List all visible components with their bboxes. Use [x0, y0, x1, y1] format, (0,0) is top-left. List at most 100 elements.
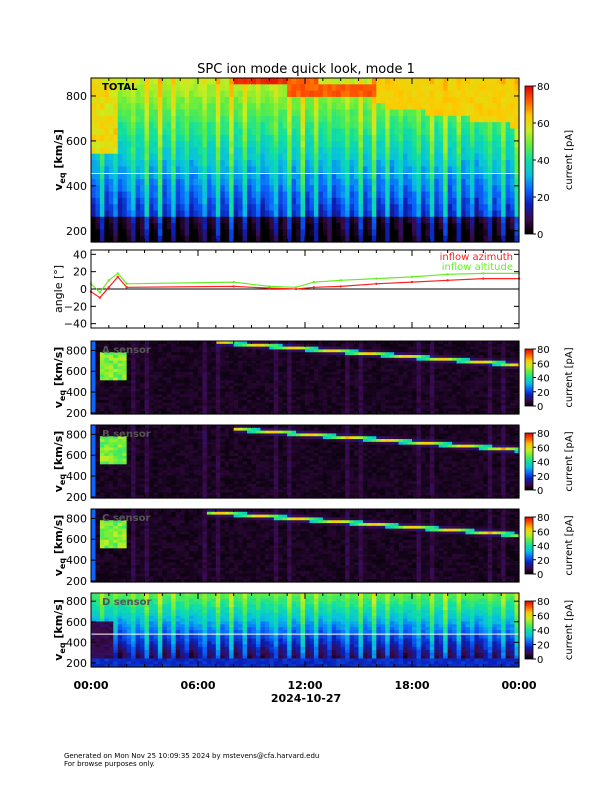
total-cell	[180, 78, 185, 85]
total-cell	[350, 185, 355, 192]
total-cell	[399, 91, 404, 98]
total-cell	[305, 84, 310, 91]
total-cell	[127, 185, 132, 192]
total-cell	[180, 192, 185, 199]
total-cell	[189, 147, 194, 154]
total-cell	[247, 135, 252, 142]
total-cell	[345, 103, 350, 110]
total-cell	[488, 78, 493, 85]
total-cell	[332, 198, 337, 205]
total-cell	[434, 147, 439, 154]
total-cell	[136, 103, 141, 110]
total-cell	[403, 185, 408, 192]
total-cell	[278, 128, 283, 135]
total-cell	[336, 166, 341, 173]
total-cell	[430, 103, 435, 110]
total-cell	[127, 204, 132, 211]
total-cell	[390, 166, 395, 173]
total-cell	[113, 147, 118, 154]
total-cell	[185, 204, 190, 211]
total-cell	[91, 116, 96, 123]
total-cell	[416, 198, 421, 205]
total-cell	[140, 110, 145, 117]
total-cell	[153, 78, 158, 85]
total-cell	[283, 147, 288, 154]
total-cell	[278, 91, 283, 98]
total-cell	[95, 84, 100, 91]
total-cell	[332, 192, 337, 199]
total-cell	[194, 91, 199, 98]
total-cell	[274, 91, 279, 98]
total-cell	[91, 110, 96, 117]
total-cell	[238, 198, 243, 205]
total-cell	[127, 103, 132, 110]
total-cell	[189, 91, 194, 98]
total-cell	[332, 97, 337, 104]
total-cell	[501, 91, 506, 98]
total-cell	[225, 147, 230, 154]
total-cell	[350, 135, 355, 142]
total-cell	[408, 179, 413, 186]
total-cell	[131, 185, 136, 192]
total-cell	[461, 223, 466, 230]
total-cell	[171, 147, 176, 154]
total-cell	[256, 198, 261, 205]
total-cell	[452, 223, 457, 230]
total-cell	[359, 185, 364, 192]
total-cell	[198, 204, 203, 211]
total-cell	[439, 160, 444, 167]
total-cell	[443, 154, 448, 161]
total-cell	[323, 91, 328, 98]
total-cell	[403, 198, 408, 205]
total-cell	[497, 128, 502, 135]
total-cell	[100, 160, 105, 167]
angles-point-azimuth	[108, 286, 110, 288]
total-cell	[234, 154, 239, 161]
total-cell	[430, 116, 435, 123]
total-cell	[109, 116, 114, 123]
total-cell	[390, 128, 395, 135]
total-cell	[301, 166, 306, 173]
total-cell	[452, 179, 457, 186]
total-cell	[278, 185, 283, 192]
total-cell	[314, 223, 319, 230]
total-cell	[323, 210, 328, 217]
total-cell	[318, 128, 323, 135]
total-cell	[131, 179, 136, 186]
total-cell	[327, 229, 332, 236]
total-cell	[91, 160, 96, 167]
total-cell	[381, 78, 386, 85]
total-cell	[211, 110, 216, 117]
total-cell	[149, 210, 154, 217]
total-cell	[109, 179, 114, 186]
total-cell	[474, 110, 479, 117]
total-cell	[149, 78, 154, 85]
total-cell	[100, 179, 105, 186]
total-cell	[283, 116, 288, 123]
total-cell	[127, 147, 132, 154]
total-cell	[479, 160, 484, 167]
total-cell	[95, 166, 100, 173]
total-cell	[171, 122, 176, 129]
total-cell	[506, 204, 511, 211]
total-cell	[430, 147, 435, 154]
total-cell	[220, 160, 225, 167]
total-cell	[506, 116, 511, 123]
total-cell	[506, 122, 511, 129]
total-cell	[278, 223, 283, 230]
total-cell	[274, 122, 279, 129]
total-cell	[399, 84, 404, 91]
total-cell	[202, 204, 207, 211]
total-cell	[131, 110, 136, 117]
total-cell	[354, 160, 359, 167]
total-cell	[287, 210, 292, 217]
total-cell	[430, 192, 435, 199]
total-cell	[350, 147, 355, 154]
total-cell	[372, 229, 377, 236]
total-cell	[211, 84, 216, 91]
total-cell	[470, 210, 475, 217]
total-cell	[309, 128, 314, 135]
total-cell	[332, 179, 337, 186]
total-cell	[260, 192, 265, 199]
total-cell	[171, 135, 176, 142]
